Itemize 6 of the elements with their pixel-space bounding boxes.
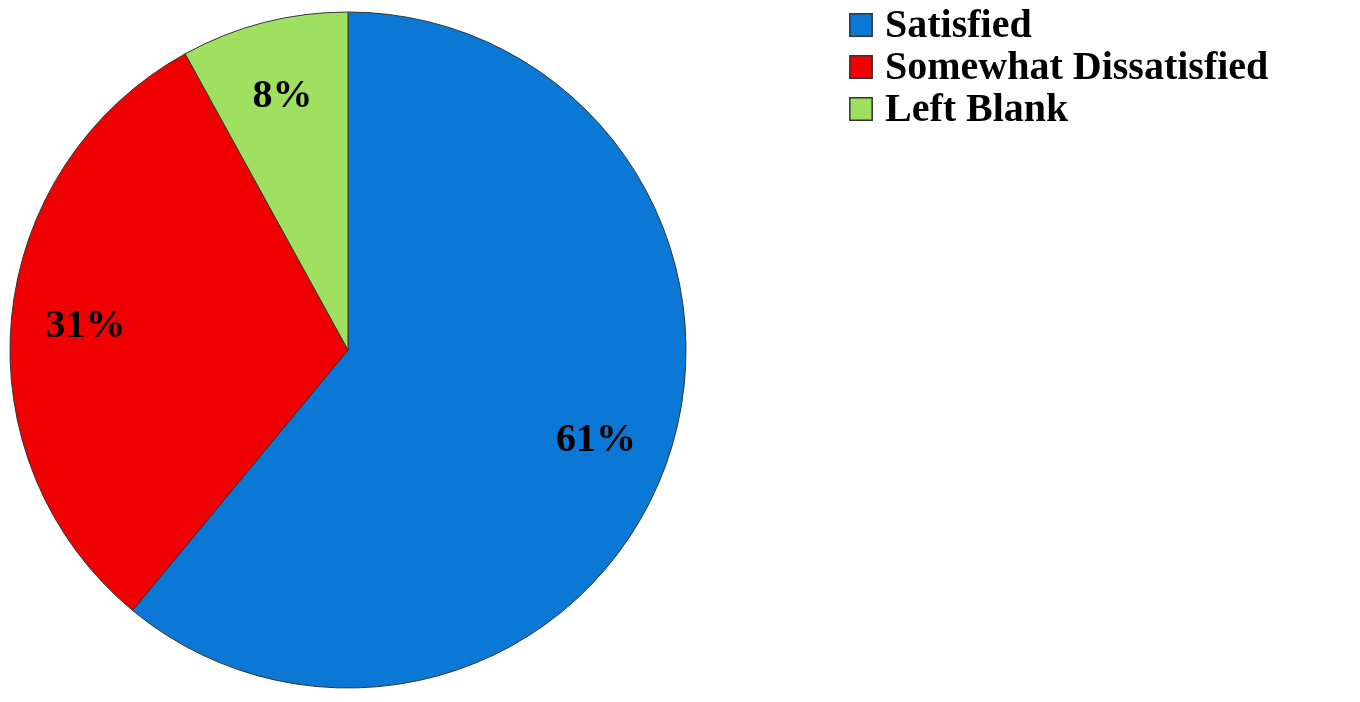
data-label: 61% <box>556 415 637 461</box>
data-label: 8% <box>252 70 313 116</box>
legend-label: Satisfied <box>885 1 1032 46</box>
data-label: 31% <box>45 301 126 347</box>
legend-label: Left Blank <box>885 85 1070 130</box>
legend-label: Somewhat Dissatisfied <box>885 43 1269 88</box>
